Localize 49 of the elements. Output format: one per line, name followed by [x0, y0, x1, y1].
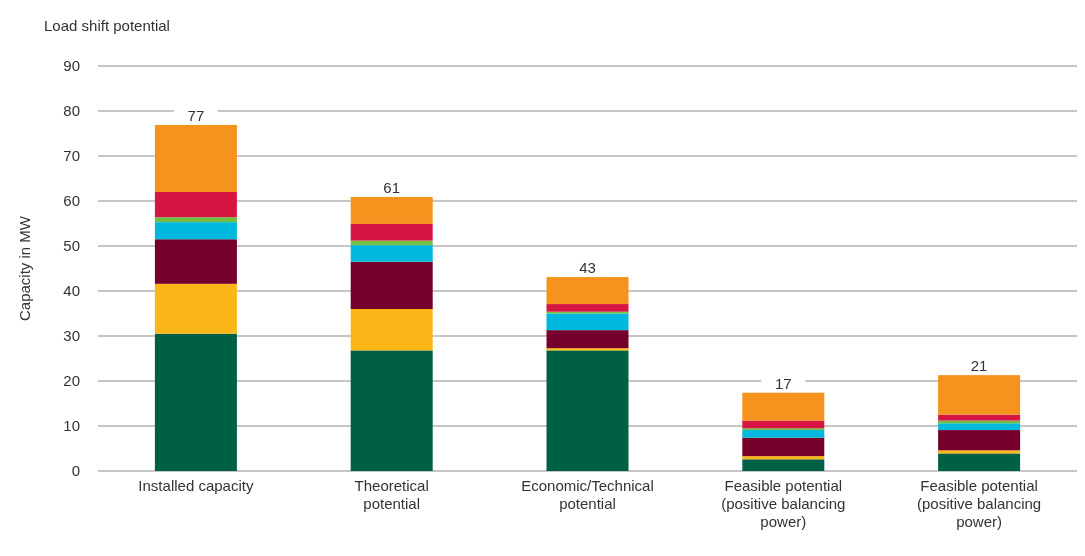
bar [154, 333, 237, 471]
bar [546, 350, 629, 471]
y-tick-label: 80 [63, 102, 80, 120]
bar [938, 430, 1021, 451]
bar [742, 437, 825, 457]
y-tick-label: 20 [63, 372, 80, 390]
total-label: 17 [774, 374, 792, 392]
bar [154, 239, 237, 284]
bar [154, 124, 237, 192]
total-label: 61 [383, 178, 401, 196]
bar [350, 350, 433, 471]
x-tick-label: Installed capacity [138, 477, 254, 494]
y-tick-label: 60 [63, 192, 80, 210]
bar [350, 245, 433, 262]
y-tick-label: 50 [63, 237, 80, 255]
bar [154, 222, 237, 240]
bar [742, 459, 825, 471]
bar [546, 330, 629, 349]
bar [742, 456, 825, 460]
total-label: 77 [187, 106, 205, 124]
bar [742, 430, 825, 438]
y-tick-label: 0 [71, 462, 80, 480]
bar [742, 392, 825, 421]
bar [154, 192, 237, 218]
bar [154, 217, 237, 223]
y-tick-label: 70 [63, 147, 80, 165]
y-tick-label: 10 [63, 417, 80, 435]
bar [350, 309, 433, 351]
bar [938, 453, 1021, 471]
y-axis-title: Capacity in MW [16, 215, 33, 322]
y-tick-label: 90 [63, 57, 80, 75]
y-tick-label: 40 [63, 282, 80, 300]
bar [350, 261, 433, 309]
bar [742, 420, 825, 429]
total-label: 43 [579, 259, 596, 277]
bar [546, 304, 629, 312]
bar [546, 313, 629, 331]
x-tick-label: Theoretical potential [354, 477, 429, 512]
bar [938, 423, 1021, 431]
x-tick-label: Economic/Technical potential [521, 477, 654, 512]
x-tick-label: Feasible potential (positive balancing power) [916, 477, 1042, 530]
bar [938, 450, 1021, 454]
bar [350, 223, 433, 241]
bar [938, 414, 1021, 421]
bar [154, 283, 237, 334]
chart-title: Load shift potential [44, 17, 170, 34]
y-tick-label: 30 [63, 327, 80, 345]
total-label: 21 [970, 357, 988, 375]
x-tick-label: Feasible potential (positive balancing power) [721, 477, 846, 530]
